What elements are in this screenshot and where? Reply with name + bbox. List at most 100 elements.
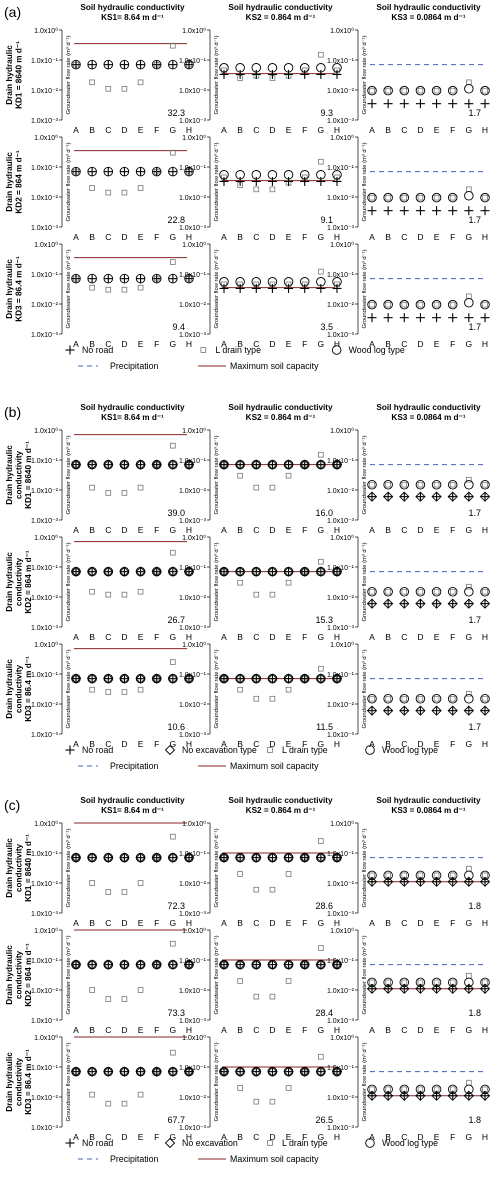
x-tick-label: A (73, 525, 79, 535)
l-drain-point (89, 686, 95, 693)
no-excavation-point (251, 459, 262, 470)
l-drain-point (285, 1085, 292, 1091)
x-tick-label: A (73, 739, 79, 749)
no-excavation-point (183, 852, 195, 863)
subplot-value-label: 1.7 (468, 322, 481, 332)
y-axis-label: Groundwater flow rate (m³ d⁻¹) (362, 542, 368, 621)
no-excavation-point (415, 491, 426, 502)
no-excavation-point (415, 598, 426, 609)
no-excavation-point (383, 705, 394, 716)
l-drain-point (89, 987, 95, 993)
x-tick-label: B (237, 525, 243, 535)
no-road-point (251, 674, 261, 684)
no-road-point (152, 460, 162, 470)
x-tick-label: D (269, 918, 275, 928)
no-road-point (284, 853, 294, 863)
no-road-point (87, 167, 97, 177)
y-axis-label: Groundwater flow rate (m³ d⁻¹) (362, 35, 368, 114)
x-tick-label: F (154, 339, 159, 349)
x-tick-label: B (237, 632, 243, 642)
no-excavation-point (399, 705, 410, 716)
x-tick-label: B (89, 339, 95, 349)
y-tick-label: 1.0x10⁰ (182, 927, 206, 935)
x-tick-label: A (369, 1025, 375, 1035)
l-drain-point (482, 481, 488, 488)
x-tick-label: G (170, 339, 177, 349)
x-tick-label: H (186, 125, 192, 135)
wood-log-point (383, 192, 393, 203)
subplot-r1-c1: 1.0x10⁰ 1.0x10⁻¹ 1.0x10⁻² 1.0x10⁻³ Groundwat… (179, 134, 342, 242)
x-tick-label: G (466, 525, 473, 535)
no-excavation-point (70, 566, 82, 577)
no-excavation-point (315, 852, 326, 863)
wood-log-point (447, 299, 458, 310)
no-road-point (316, 460, 326, 470)
no-road-point (448, 206, 458, 216)
l-drain-point (89, 880, 95, 886)
x-tick-label: G (170, 232, 177, 242)
y-tick-label: 1.0x10⁰ (34, 241, 58, 249)
no-road-point (235, 674, 245, 684)
no-road-point (415, 984, 425, 994)
no-road-point (87, 674, 97, 684)
l-drain-point (318, 268, 324, 275)
row-label: conductivity (15, 1057, 24, 1106)
no-road-point (383, 313, 393, 323)
y-tick-label: 1.0x10⁻¹ (327, 672, 355, 679)
no-road-point (300, 853, 310, 863)
no-road-point (464, 599, 474, 609)
no-road-point (219, 176, 229, 186)
y-tick-label: 1.0x10⁻² (179, 195, 207, 202)
x-tick-label: A (221, 1132, 227, 1142)
no-road-point (219, 283, 229, 293)
no-excavation-point (119, 673, 130, 684)
no-excavation-point (383, 876, 394, 887)
y-tick-label: 1.0x10⁻³ (179, 625, 207, 632)
panel-label: (b) (4, 404, 21, 420)
no-road-point (316, 283, 326, 293)
no-road-point (119, 853, 129, 863)
y-axis-label: Groundwater flow rate (m³ d⁻¹) (66, 435, 72, 514)
no-road-point (300, 960, 310, 970)
y-tick-label: 1.0x10⁰ (34, 927, 58, 935)
x-tick-label: G (466, 739, 473, 749)
subplot-r1-c1: 1.0x10⁰ 1.0x10⁻¹ 1.0x10⁻² 1.0x10⁻³ Groundwat… (179, 534, 343, 642)
y-tick-label: 1.0x10⁻¹ (31, 565, 59, 572)
x-tick-label: E (286, 125, 292, 135)
y-tick-label: 1.0x10⁻³ (327, 118, 355, 125)
no-excavation-point (70, 959, 82, 970)
no-road-point (432, 492, 442, 502)
x-tick-label: E (434, 632, 440, 642)
y-tick-label: 1.0x10⁻² (31, 702, 59, 709)
x-tick-label: F (450, 525, 455, 535)
l-drain-point (105, 85, 112, 92)
y-tick-label: 1.0x10⁻² (327, 488, 355, 495)
wood-log-point (447, 586, 458, 597)
x-tick-label: A (369, 339, 375, 349)
y-tick-label: 1.0x10⁻² (31, 988, 59, 995)
y-tick-label: 1.0x10⁰ (330, 241, 354, 249)
y-tick-label: 1.0x10⁻² (31, 302, 59, 309)
no-road-point (300, 674, 310, 684)
no-road-point (284, 960, 294, 970)
legend-label: Maximum soil capacity (230, 761, 319, 771)
x-tick-label: E (286, 918, 292, 928)
no-road-point (168, 567, 178, 577)
no-excavation-point (383, 598, 394, 609)
x-tick-label: G (466, 632, 473, 642)
no-road-point (219, 460, 229, 470)
x-tick-label: C (105, 918, 111, 928)
y-axis-label: Groundwater flow rate (m³ d⁻¹) (362, 828, 368, 907)
wood-log-point (431, 693, 442, 704)
x-tick-label: B (89, 232, 95, 242)
no-excavation-point (366, 983, 378, 994)
wood-log-point (480, 192, 490, 203)
l-drain-point (137, 880, 144, 886)
subplot-r0-c2: 1.0x10⁰ 1.0x10⁻¹ 1.0x10⁻² 1.0x10⁻³ Groundwat… (327, 820, 491, 928)
l-drain-point (170, 833, 176, 840)
no-road-point (235, 176, 245, 186)
no-excavation-point (119, 459, 130, 470)
no-road-point (71, 674, 81, 684)
no-road-point (480, 492, 490, 502)
no-excavation-point (283, 673, 294, 684)
